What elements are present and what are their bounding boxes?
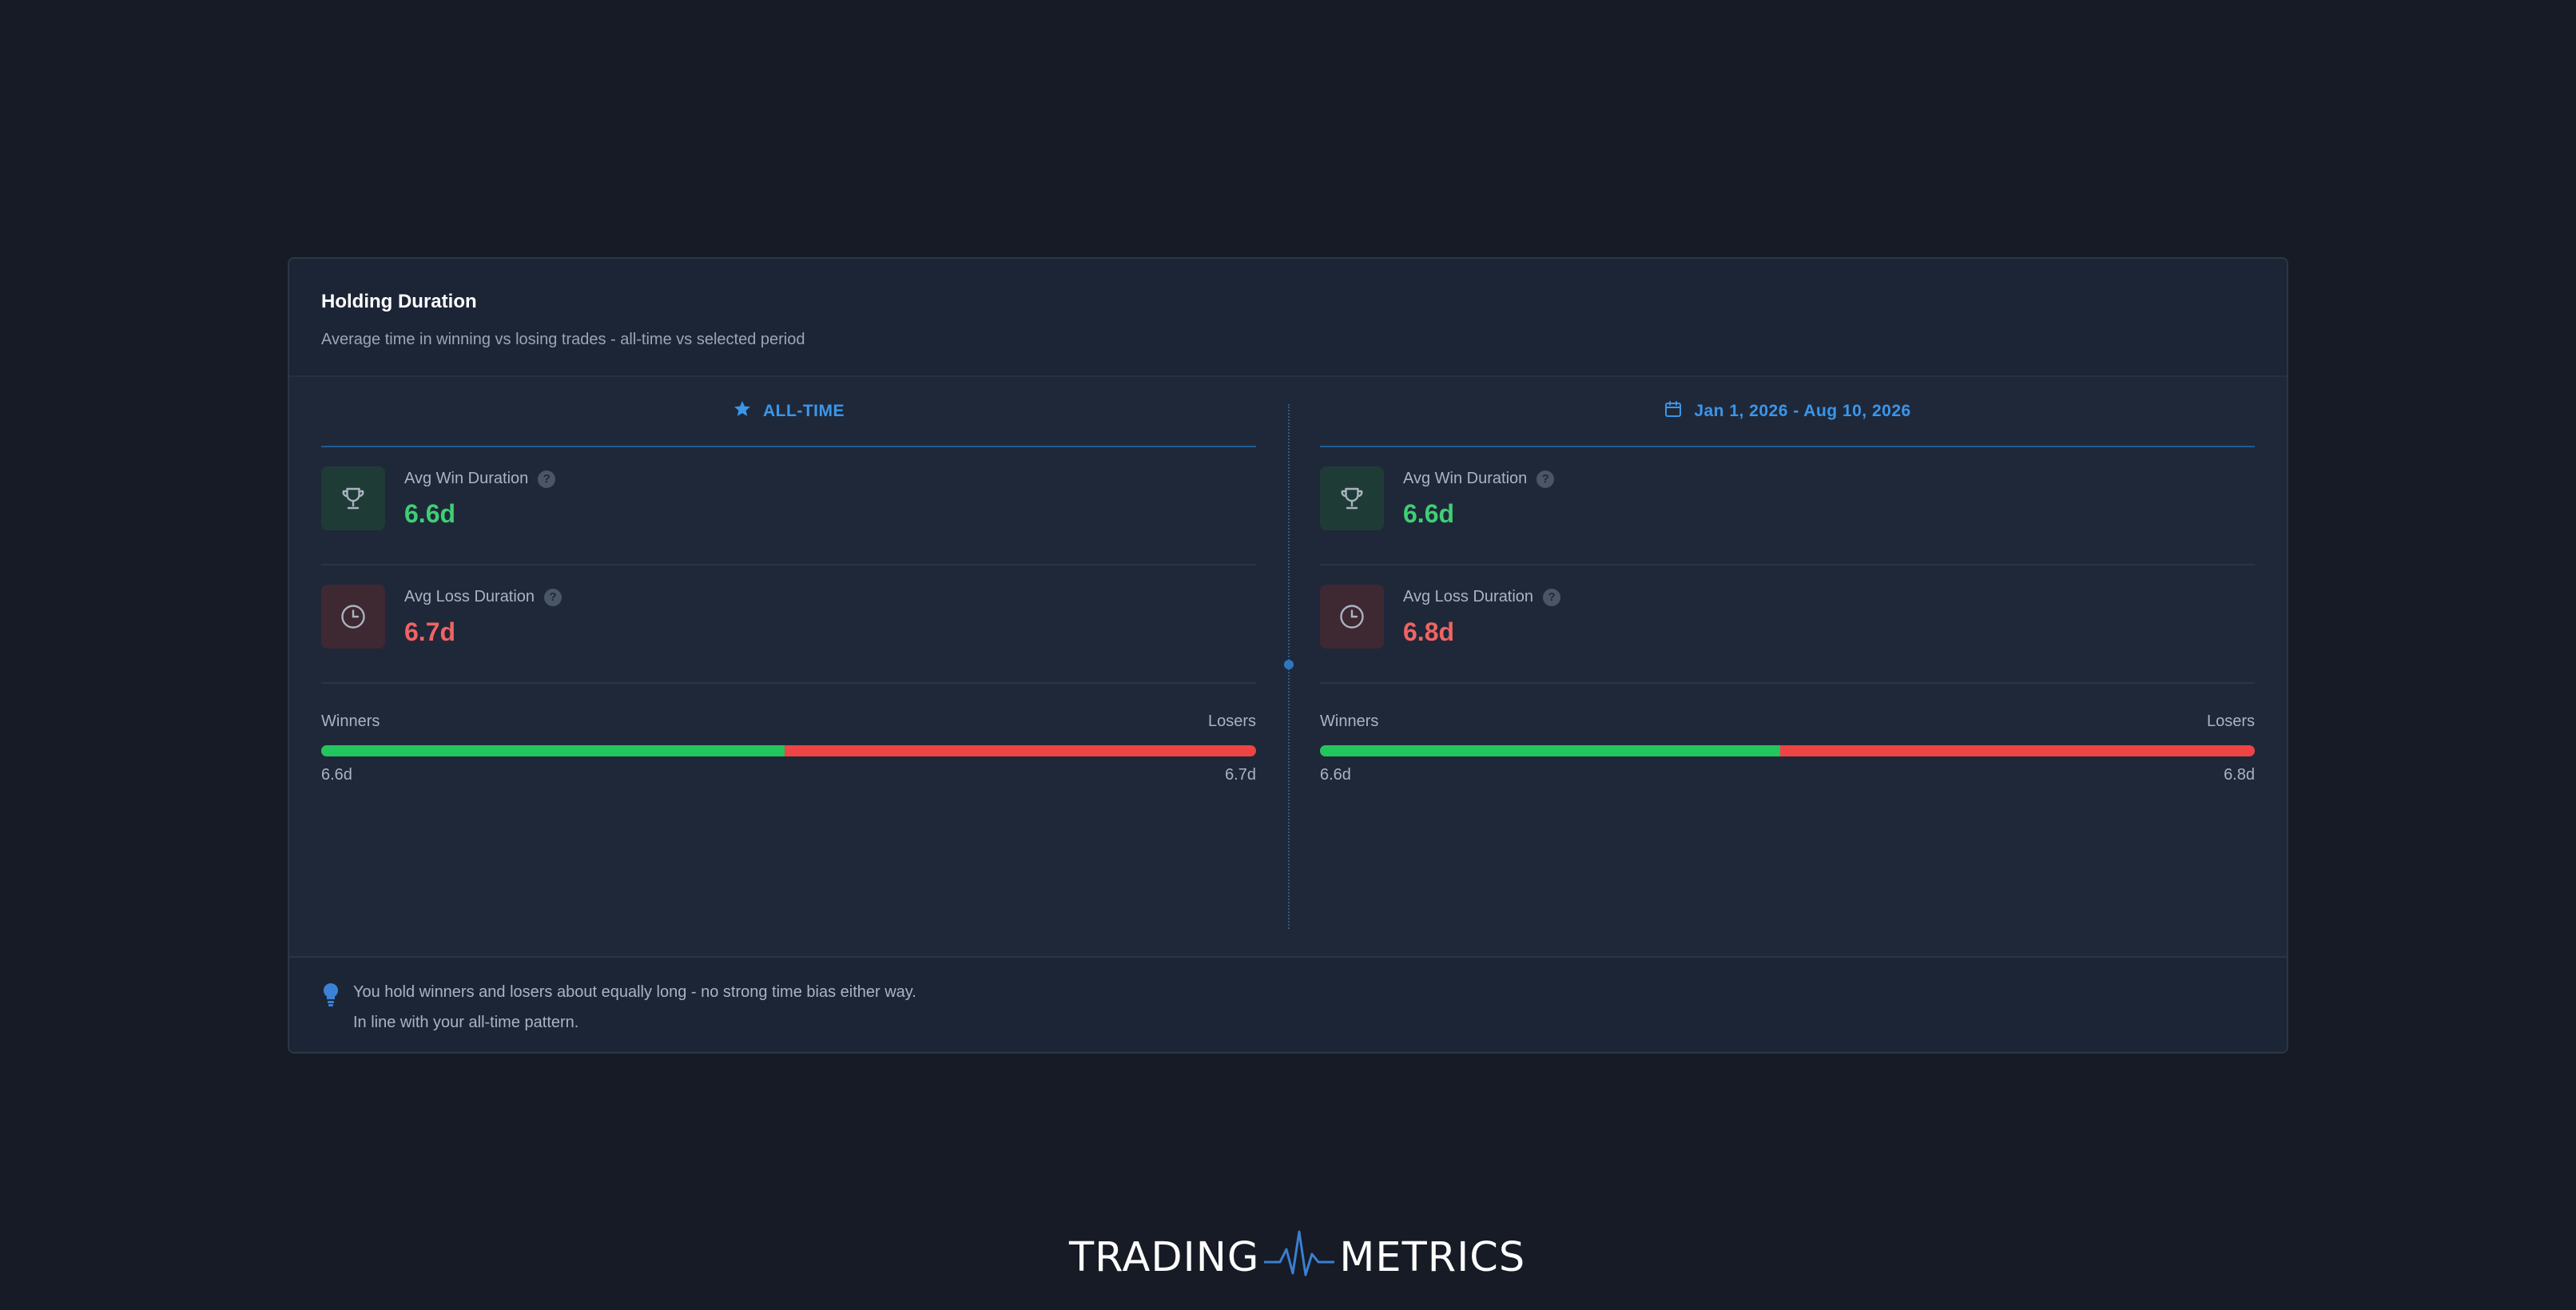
avg-loss-duration-label: Avg Loss Duration bbox=[404, 588, 535, 605]
winners-label: Winners bbox=[321, 713, 380, 730]
lightbulb-icon bbox=[321, 982, 340, 1013]
logo-text-right: METRICS bbox=[1339, 1233, 1526, 1281]
help-icon[interactable]: ? bbox=[1536, 470, 1555, 488]
panel-header-label: ALL-TIME bbox=[763, 402, 845, 420]
clock-icon bbox=[1320, 585, 1384, 649]
logo-text-left: TRADING bbox=[1069, 1233, 1260, 1281]
avg-win-duration-value: 6.6d bbox=[404, 499, 456, 528]
avg-win-duration-row: Avg Win Duration ? 6.6d bbox=[1320, 447, 2255, 566]
avg-win-duration-value: 6.6d bbox=[1403, 499, 1455, 528]
holding-duration-card: Holding Duration Average time in winning… bbox=[288, 257, 2288, 1054]
trophy-icon bbox=[1320, 466, 1384, 530]
win-loss-comparison: Winners Losers 6.6d 6.7d bbox=[321, 684, 1256, 784]
avg-loss-duration-value: 6.7d bbox=[404, 617, 456, 646]
help-icon[interactable]: ? bbox=[1543, 588, 1561, 606]
avg-win-duration-row: Avg Win Duration ? 6.6d bbox=[321, 447, 1256, 566]
losers-label: Losers bbox=[1207, 713, 1256, 730]
winners-label: Winners bbox=[1320, 713, 1379, 730]
panel-all-time: ALL-TIME Avg Win Duration ? 6.6d bbox=[321, 377, 1256, 956]
card-title: Holding Duration bbox=[321, 291, 477, 312]
card-subtitle: Average time in winning vs losing trades… bbox=[321, 331, 805, 348]
trading-metrics-logo: TRADING METRICS bbox=[1069, 1225, 1525, 1289]
calendar-icon bbox=[1664, 399, 1683, 423]
card-header: Holding Duration Average time in winning… bbox=[289, 259, 2287, 377]
avg-loss-duration-label: Avg Loss Duration bbox=[1403, 588, 1534, 605]
avg-loss-duration-row: Avg Loss Duration ? 6.8d bbox=[1320, 566, 2255, 684]
help-icon[interactable]: ? bbox=[544, 588, 563, 606]
insight-row: You hold winners and losers about equall… bbox=[289, 958, 2287, 1052]
panel-header-label: Jan 1, 2026 - Aug 10, 2026 bbox=[1694, 402, 1911, 420]
panel-header-all-time[interactable]: ALL-TIME bbox=[321, 377, 1256, 447]
win-loss-comparison: Winners Losers 6.6d 6.8d bbox=[1320, 684, 2255, 784]
divider-dot bbox=[1284, 660, 1294, 669]
insight-text-line2: In line with your all-time pattern. bbox=[353, 1014, 579, 1031]
clock-icon bbox=[321, 585, 385, 649]
avg-win-duration-label: Avg Win Duration bbox=[404, 470, 529, 487]
star-icon bbox=[733, 399, 752, 423]
winners-bar-fill bbox=[1320, 745, 1780, 756]
avg-win-duration-label: Avg Win Duration bbox=[1403, 470, 1528, 487]
losers-value: 6.8d bbox=[2224, 766, 2255, 784]
trophy-icon bbox=[321, 466, 385, 530]
losers-value: 6.7d bbox=[1225, 766, 1256, 784]
help-icon[interactable]: ? bbox=[538, 470, 556, 488]
avg-loss-duration-value: 6.8d bbox=[1403, 617, 1455, 646]
pulse-icon bbox=[1264, 1230, 1335, 1276]
winners-value: 6.6d bbox=[1320, 766, 1351, 784]
duration-ratio-bar bbox=[321, 745, 1256, 756]
losers-label: Losers bbox=[2206, 713, 2255, 730]
panel-header-selected-period[interactable]: Jan 1, 2026 - Aug 10, 2026 bbox=[1320, 377, 2255, 447]
insight-text-line1: You hold winners and losers about equall… bbox=[353, 983, 916, 1001]
comparison-body: ALL-TIME Avg Win Duration ? 6.6d bbox=[289, 377, 2287, 958]
avg-loss-duration-row: Avg Loss Duration ? 6.7d bbox=[321, 566, 1256, 684]
winners-value: 6.6d bbox=[321, 766, 352, 784]
panel-selected-period: Jan 1, 2026 - Aug 10, 2026 Avg Win Durat… bbox=[1320, 377, 2255, 956]
winners-bar-fill bbox=[321, 745, 785, 756]
duration-ratio-bar bbox=[1320, 745, 2255, 756]
